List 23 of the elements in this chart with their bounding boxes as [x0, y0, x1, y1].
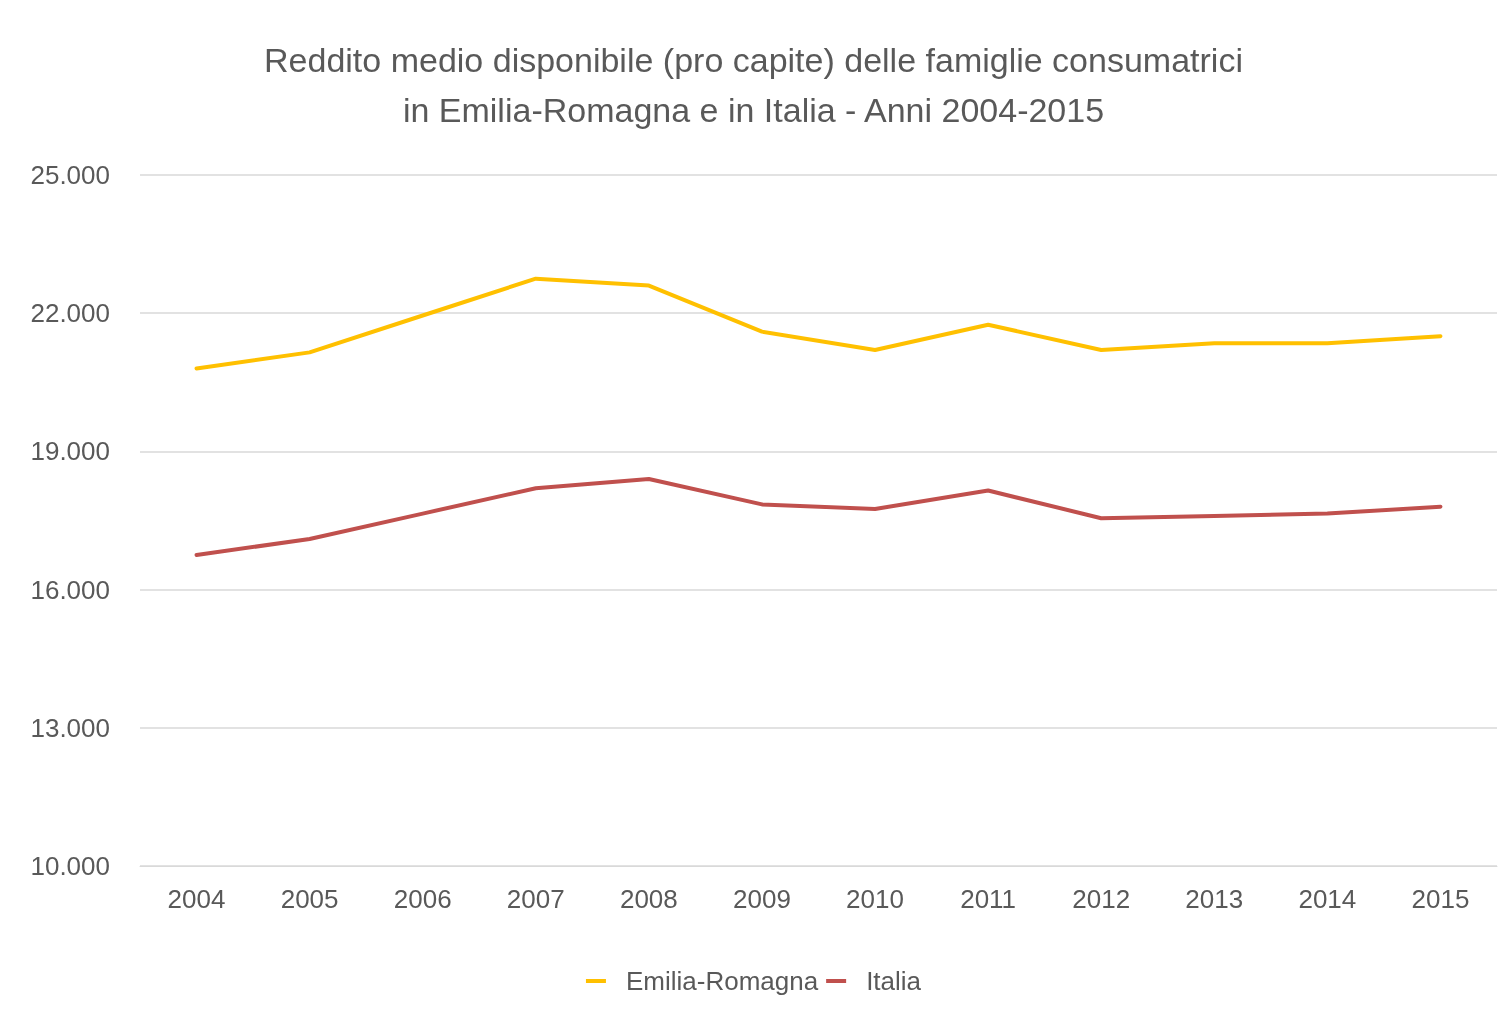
- line-series: [194, 477, 1443, 558]
- line-series: [194, 276, 1443, 371]
- x-tick-label: 2004: [167, 884, 226, 914]
- y-tick-label: 22.000: [30, 298, 110, 329]
- legend-label: Italia: [866, 966, 922, 996]
- y-tick-label: 19.000: [30, 436, 110, 467]
- x-tick-label: 2007: [506, 884, 565, 914]
- x-tick-label: 2015: [1411, 884, 1470, 914]
- x-tick-label: 2006: [393, 884, 452, 914]
- y-tick-label: 16.000: [30, 574, 110, 605]
- x-tick-label: 2011: [960, 884, 1017, 914]
- x-tick-label: 2014: [1298, 884, 1357, 914]
- y-tick-label: 25.000: [30, 160, 110, 190]
- x-tick-label: 2005: [280, 884, 339, 914]
- chart-title: Reddito medio disponibile (pro capite) delle famiglie consumatrici in Emilia-Romagna e in Italia - Anni 2004-2015: [264, 41, 1243, 129]
- y-tick-label: 13.000: [30, 712, 110, 743]
- x-tick-label: 2013: [1185, 884, 1244, 914]
- x-tick-label: 2012: [1072, 884, 1131, 914]
- y-tick-label: 10.000: [30, 851, 110, 881]
- x-tick-label: 2010: [846, 884, 904, 914]
- x-tick-label: 2008: [619, 884, 678, 914]
- x-tick-label: 2009: [733, 884, 791, 914]
- legend-label: Emilia-Romagna: [625, 966, 819, 996]
